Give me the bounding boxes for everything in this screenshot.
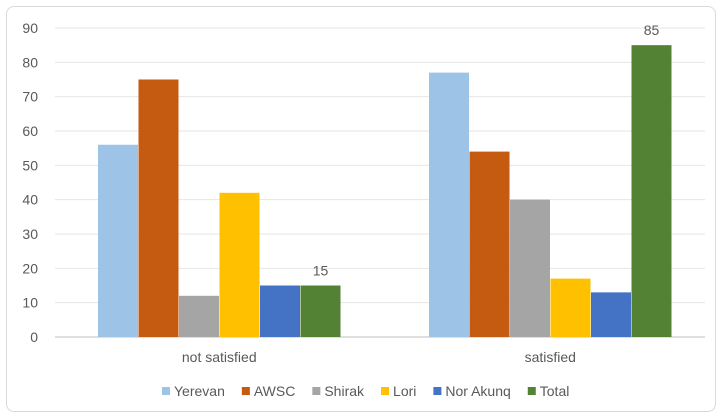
legend-label: Shirak bbox=[324, 383, 365, 399]
bar-lori-1 bbox=[550, 278, 591, 337]
legend-swatch bbox=[162, 387, 170, 395]
legend-label: Yerevan bbox=[174, 383, 225, 399]
x-category-label: not satisfied bbox=[182, 349, 257, 365]
y-tick-label: 50 bbox=[22, 157, 38, 173]
data-label: 15 bbox=[313, 263, 329, 279]
y-tick-label: 70 bbox=[22, 89, 38, 105]
bar-yerevan-0 bbox=[98, 144, 138, 337]
bar-yerevan-1 bbox=[429, 72, 469, 337]
bar-shirak-1 bbox=[510, 199, 550, 337]
legend-label: Total bbox=[540, 383, 570, 399]
bar-nor-akunq-1 bbox=[591, 292, 631, 337]
bar-lori-0 bbox=[219, 192, 260, 337]
legend-swatch bbox=[312, 387, 321, 395]
x-category-label: satisfied bbox=[525, 349, 576, 365]
y-tick-label: 10 bbox=[22, 295, 38, 311]
legend-swatch bbox=[433, 387, 442, 395]
y-tick-label: 80 bbox=[22, 54, 38, 70]
bar-nor-akunq-0 bbox=[260, 285, 300, 337]
legend-swatch bbox=[527, 387, 536, 395]
y-tick-label: 90 bbox=[22, 20, 38, 36]
legend-swatch bbox=[241, 387, 250, 395]
y-tick-label: 0 bbox=[30, 329, 38, 345]
y-tick-label: 20 bbox=[22, 260, 38, 276]
data-label: 85 bbox=[644, 22, 660, 38]
bar-awsc-0 bbox=[138, 79, 179, 337]
bar-total-1 bbox=[631, 45, 672, 338]
legend-label: Nor Akunq bbox=[445, 383, 510, 399]
legend-swatch bbox=[381, 387, 390, 395]
legend-label: AWSC bbox=[254, 383, 295, 399]
bar-shirak-0 bbox=[179, 295, 219, 337]
bar-awsc-1 bbox=[469, 151, 510, 337]
bar-total-0 bbox=[300, 285, 341, 337]
y-tick-label: 30 bbox=[22, 226, 38, 242]
y-tick-label: 40 bbox=[22, 192, 38, 208]
y-tick-label: 60 bbox=[22, 123, 38, 139]
legend-label: Lori bbox=[393, 383, 416, 399]
